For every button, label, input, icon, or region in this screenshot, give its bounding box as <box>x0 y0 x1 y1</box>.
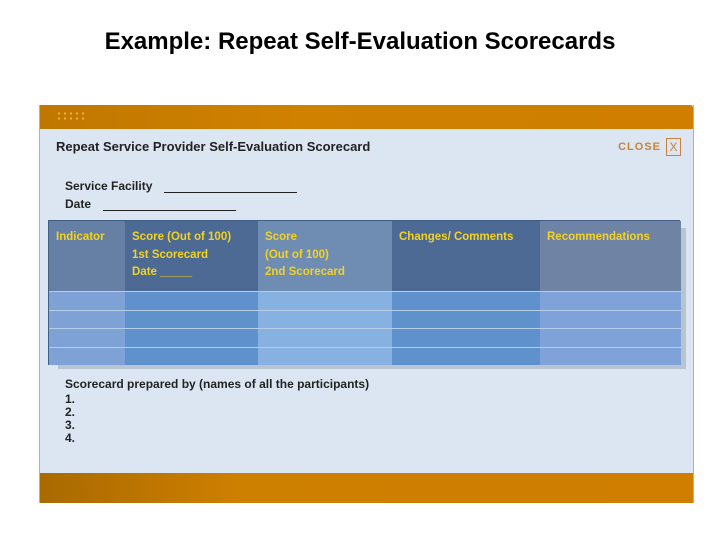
service-facility-blank[interactable] <box>164 184 298 193</box>
column-score-1st: Score (Out of 100) 1st Scorecard Date __… <box>125 221 258 365</box>
service-facility-label: Service Facility <box>65 179 153 193</box>
grip-dots-icon <box>56 111 86 121</box>
column-indicator: Indicator <box>49 221 125 365</box>
header-indicator: Indicator <box>49 221 125 291</box>
column-score-2nd: Score (Out of 100) 2nd Scorecard <box>258 221 392 365</box>
participants-title: Scorecard prepared by (names of all the … <box>65 377 370 391</box>
participant-item: 1. <box>65 392 76 406</box>
participant-item: 2. <box>65 405 76 419</box>
bottom-bar <box>40 473 693 503</box>
date-blank[interactable] <box>103 202 237 211</box>
table-cell[interactable] <box>392 328 540 347</box>
column-changes-comments: Changes/ Comments <box>392 221 540 365</box>
column-recommendations: Recommendations <box>540 221 681 365</box>
date-label: Date <box>65 197 92 211</box>
header-score-1st: Score (Out of 100) 1st Scorecard Date __… <box>125 221 258 291</box>
table-cell[interactable] <box>125 291 258 310</box>
table-cell[interactable] <box>392 346 540 365</box>
scorecard-table: Indicator Score (Out of 100) 1st Scoreca… <box>48 220 681 365</box>
scorecard-window: Repeat Service Provider Self-Evaluation … <box>39 105 694 503</box>
table-cell[interactable] <box>392 291 540 310</box>
table-cell[interactable] <box>258 291 392 310</box>
date-field: Date <box>65 197 237 211</box>
table-cell[interactable] <box>258 309 392 328</box>
table-cell[interactable] <box>540 309 681 328</box>
title-bar <box>40 105 693 129</box>
table-cell[interactable] <box>49 291 125 310</box>
participant-item: 3. <box>65 418 76 432</box>
table-cell[interactable] <box>125 346 258 365</box>
close-button[interactable]: CLOSE X <box>618 138 681 156</box>
table-cell[interactable] <box>49 328 125 347</box>
close-label: CLOSE <box>618 141 661 153</box>
table-cell[interactable] <box>49 346 125 365</box>
slide-title: Example: Repeat Self-Evaluation Scorecar… <box>104 28 616 55</box>
table-cell[interactable] <box>258 328 392 347</box>
close-icon: X <box>666 138 681 156</box>
table-cell[interactable] <box>125 309 258 328</box>
header-recommendations: Recommendations <box>540 221 681 291</box>
participants-section: Scorecard prepared by (names of all the … <box>65 378 369 445</box>
table-cell[interactable] <box>125 328 258 347</box>
table-cell[interactable] <box>540 291 681 310</box>
header-changes-comments: Changes/ Comments <box>392 221 540 291</box>
header-score-2nd: Score (Out of 100) 2nd Scorecard <box>258 221 392 291</box>
participant-item: 4. <box>65 431 76 445</box>
table-cell[interactable] <box>540 346 681 365</box>
table-cell[interactable] <box>49 309 125 328</box>
service-facility-field: Service Facility <box>65 179 298 193</box>
table-cell[interactable] <box>258 346 392 365</box>
table-cell[interactable] <box>392 309 540 328</box>
scorecard-title: Repeat Service Provider Self-Evaluation … <box>56 139 371 154</box>
table-cell[interactable] <box>540 328 681 347</box>
